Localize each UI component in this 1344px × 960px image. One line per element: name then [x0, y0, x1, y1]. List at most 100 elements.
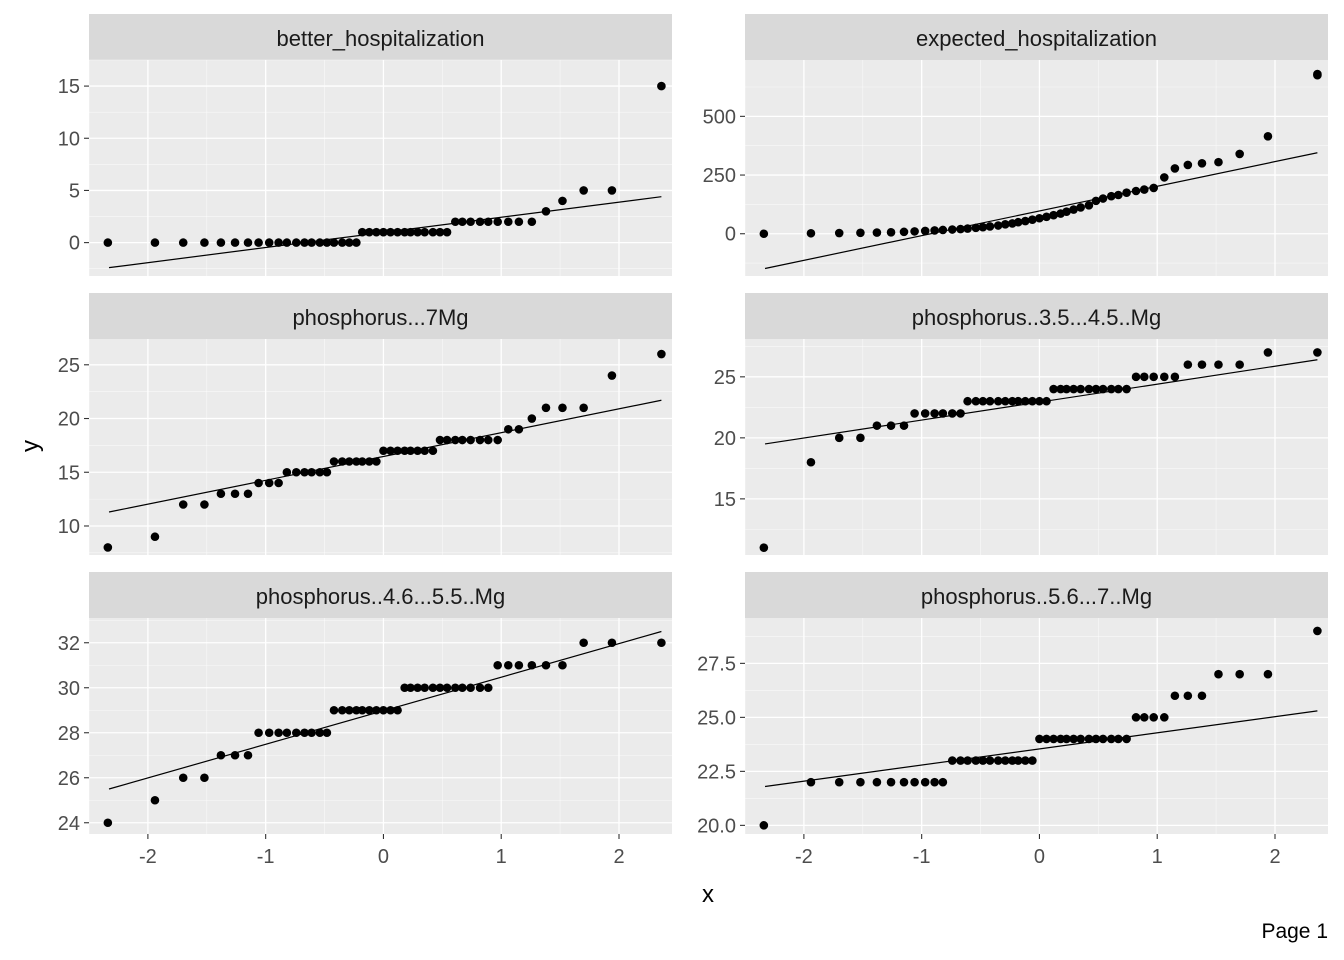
data-point [1313, 69, 1322, 79]
data-point [386, 446, 395, 456]
y-tick-label: 15 [58, 76, 80, 98]
data-point [230, 489, 240, 499]
data-point [1139, 185, 1149, 194]
data-point [806, 457, 816, 467]
data-point [956, 756, 965, 765]
data-point [872, 228, 882, 237]
data-point [956, 224, 965, 234]
data-point [379, 227, 388, 237]
facet-strip [89, 14, 672, 60]
data-point [1098, 734, 1108, 744]
data-point [307, 238, 316, 247]
data-point [428, 227, 438, 237]
data-point [442, 227, 452, 237]
data-point [466, 217, 475, 227]
data-point [1106, 734, 1116, 744]
data-point [1170, 372, 1180, 382]
y-tick-label: 20 [58, 409, 80, 431]
data-point [1084, 734, 1094, 744]
data-point [103, 818, 113, 828]
data-point [365, 457, 374, 466]
data-point [541, 403, 551, 413]
data-point [985, 396, 995, 406]
data-point [393, 705, 402, 715]
data-point [558, 196, 567, 206]
data-point [406, 227, 415, 237]
data-point [1084, 201, 1094, 210]
facet-strip [89, 293, 672, 339]
data-point [103, 543, 113, 552]
data-point [458, 683, 467, 693]
y-tick-label: 22.5 [697, 761, 736, 783]
data-point [178, 500, 188, 509]
data-point [514, 660, 524, 670]
data-point [365, 227, 374, 237]
data-point [503, 217, 513, 227]
data-point [1214, 669, 1223, 679]
facet-title: phosphorus...7Mg [292, 305, 468, 330]
data-point [1183, 160, 1193, 170]
data-point [1197, 360, 1207, 369]
data-point [1197, 159, 1207, 168]
data-point [103, 238, 113, 247]
data-point [372, 227, 381, 237]
data-point [493, 660, 502, 670]
data-point [400, 683, 409, 693]
data-point [910, 777, 919, 787]
data-point [503, 660, 513, 670]
qq-reference-line [764, 152, 1318, 270]
y-tick-label: 0 [69, 233, 80, 255]
data-point [1035, 734, 1044, 744]
data-point [806, 777, 816, 787]
data-point [1028, 215, 1037, 224]
data-point [1214, 157, 1223, 167]
data-point [886, 228, 896, 237]
data-point [329, 457, 339, 466]
data-point [150, 238, 160, 247]
data-point [1235, 669, 1244, 679]
data-point [1263, 669, 1273, 679]
facet-panel-1: better_hospitalization 0 5 10 15 [58, 14, 672, 276]
data-point [1170, 691, 1180, 701]
facet-panel-3: phosphorus...7Mg 10 15 20 25 [58, 293, 672, 555]
y-tick-label: 25.0 [697, 707, 736, 729]
data-point [413, 446, 422, 456]
data-point [379, 705, 388, 715]
data-point [910, 227, 919, 236]
data-point [337, 457, 347, 466]
data-point [344, 705, 354, 715]
data-point [1008, 756, 1017, 765]
data-point [956, 409, 965, 418]
data-point [1069, 205, 1078, 214]
data-point [291, 728, 301, 738]
data-point [435, 227, 445, 237]
data-point [322, 467, 332, 477]
data-point [450, 217, 460, 227]
data-point [1313, 626, 1322, 636]
data-point [307, 467, 316, 477]
data-point [300, 728, 309, 738]
data-point [1035, 213, 1044, 223]
data-point [1197, 691, 1207, 701]
data-point [178, 238, 188, 247]
data-point [1098, 194, 1108, 203]
data-point [264, 728, 274, 738]
qq-reference-line [108, 399, 662, 513]
data-point [579, 403, 588, 413]
data-point [1049, 734, 1058, 744]
y-tick-label: 15 [58, 462, 80, 484]
data-point [178, 773, 188, 783]
data-point [1042, 734, 1051, 744]
data-point [200, 238, 209, 247]
data-point [282, 728, 292, 738]
data-point [264, 478, 274, 488]
data-point [406, 446, 415, 456]
data-point [357, 227, 367, 237]
y-tick-label: 28 [58, 723, 80, 745]
panel-background [745, 618, 1328, 834]
data-point [607, 186, 617, 195]
facet-title: phosphorus..5.6...7..Mg [921, 584, 1152, 609]
data-point [657, 349, 666, 359]
data-point [475, 683, 485, 693]
data-point [1114, 384, 1123, 394]
